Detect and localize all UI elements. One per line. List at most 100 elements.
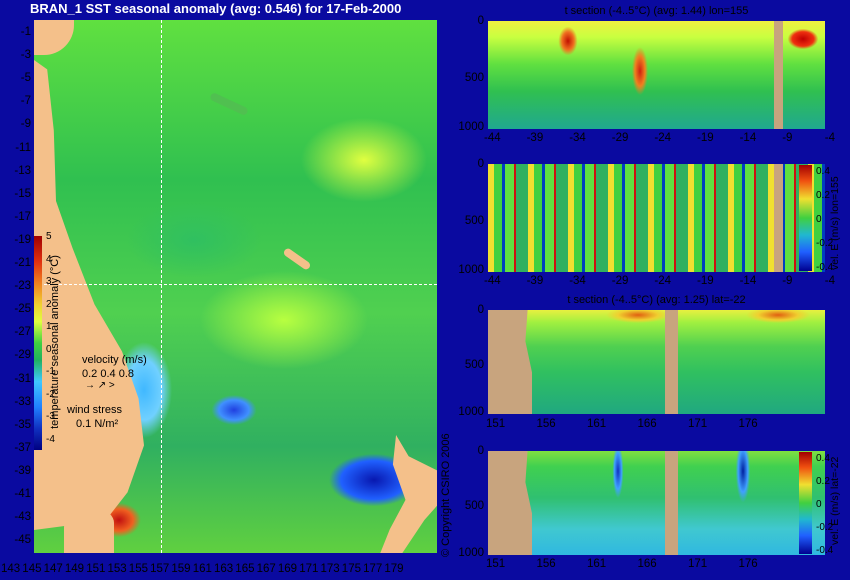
map-x-tick: 179 [384,563,404,575]
map-y-tick: -45 [14,534,31,547]
map-x-tick: 159 [171,563,191,575]
velocity-arrows-icon: → ↗ > [85,380,115,391]
sst-anomaly-map [34,20,437,553]
vel-colorbar-tick: 0.4 [816,166,830,177]
vel-colorbar-tick: -0.2 [816,522,834,533]
colorbar-tick: -4 [46,433,55,445]
panel-x-tick: -9 [782,275,793,287]
map-y-tick: -43 [14,511,31,524]
panel-y-tick: 1000 [458,406,484,418]
panel-x-tick: -44 [484,275,501,287]
panel-x-tick: 151 [486,558,506,570]
panel-x-tick: -24 [654,275,672,287]
land-tasmania [64,510,114,553]
panel-x-tick: -24 [654,132,672,144]
map-x-tick: 161 [192,563,212,575]
colorbar-tick: 1 [46,321,52,332]
panel3-title: t section (-4..5°C) (avg: 1.25) lat=-22 [567,294,746,306]
map-x-tick: 165 [235,563,255,575]
vel-colorbar-tick: -0.4 [816,262,834,273]
map-x-tick: 157 [150,563,170,575]
panel-x-tick: 176 [738,418,758,430]
velocity-legend-label: velocity (m/s) [82,354,147,366]
panel-x-tick: 171 [688,558,708,570]
panel-y-tick: 0 [477,15,484,27]
panel-x-tick: 166 [637,558,657,570]
map-x-tick: 177 [363,563,383,575]
colorbar-tick: 2 [46,298,52,310]
panel-x-tick: -44 [484,132,501,144]
map-y-tick: -19 [14,233,31,246]
velocity-legend-values: 0.2 0.4 0.8 [82,368,134,380]
map-y-tick: -7 [20,95,31,108]
colorbar-tick: -2 [46,388,55,400]
section-line-lon [161,20,162,553]
panel-y-tick: 0 [477,304,484,316]
map-y-tick: -21 [14,257,31,269]
map-y-tick: -39 [14,464,31,477]
map-x-tick: 151 [86,563,106,575]
map-y-tick: -15 [14,187,31,200]
vel-colorbar-lat [799,452,812,554]
panel-x-tick: 166 [637,418,657,430]
panel-y-tick: 0 [477,158,484,170]
panel-x-tick: 151 [486,418,506,430]
panel-x-tick: -29 [611,132,629,144]
map-y-tick: -31 [14,372,31,385]
map-y-tick: -1 [20,26,31,38]
panel-x-tick: -14 [739,132,757,144]
colorbar-tick: -1 [46,366,55,377]
panel-y-tick: 1000 [458,121,484,133]
vel-colorbar-tick: 0.4 [816,453,830,464]
map-x-tick: 163 [214,563,234,575]
land-png [34,20,74,55]
land-solomon [209,91,249,117]
map-y-tick: -13 [14,164,31,177]
vel-colorbar-tick: 0.2 [816,476,830,487]
land-new-caledonia [282,247,312,271]
panel-x-tick: -4 [824,132,836,144]
panel-x-tick: -39 [526,132,544,144]
map-y-tick: -23 [14,280,31,293]
land-new-zealand [380,435,437,553]
panel-x-tick: -9 [782,132,793,144]
map-x-tick: 147 [43,563,63,575]
vel-section-lat-panel [488,451,825,555]
map-y-tick: -11 [15,141,31,154]
panel-x-tick: 156 [536,558,556,570]
map-y-tick: -27 [14,326,31,339]
vel-colorbar-tick: -0.2 [816,238,834,249]
panel-x-tick: -14 [739,275,757,287]
panel-y-tick: 500 [464,71,484,84]
map-x-tick: 169 [277,563,298,575]
panel-x-tick: 161 [587,418,607,430]
colorbar-tick: 3 [46,276,52,287]
panel-x-tick: 156 [536,418,556,430]
panel-x-tick: 171 [688,418,708,430]
vel-colorbar-tick: 0 [816,214,822,225]
map-y-tick: -37 [14,441,31,454]
map-y-tick: -25 [14,303,31,316]
panel-y-tick: 500 [464,358,484,371]
panel-x-tick: 161 [587,558,607,570]
vel-colorbar-tick: 0 [816,499,822,510]
colorbar-tick: 0 [46,343,52,355]
panel-x-tick: -34 [569,132,586,144]
vel-label-lon: vel. E (m/s) lon=155 [829,176,841,270]
panel-x-tick: -39 [526,275,544,287]
panel-y-tick: 500 [464,499,484,512]
colorbar-label: temperature seasonal anomaly (°C) [48,255,61,429]
copyright-text: © Copyright CSIRO 2006 [440,433,452,557]
colorbar-tick: 5 [46,231,52,242]
panel-x-tick: -4 [824,275,836,287]
map-x-tick: 173 [320,563,340,575]
panel-x-tick: -19 [697,275,714,287]
panel-x-tick: -19 [697,132,714,144]
vel-colorbar-tick: -0.4 [816,545,834,556]
map-y-tick: -35 [14,418,31,431]
map-x-tick: 167 [256,563,276,575]
temp-section-lon-panel [488,21,825,129]
map-y-tick: -9 [20,118,31,131]
map-y-tick: -29 [14,349,31,362]
temp-section-lat-panel [488,310,825,414]
